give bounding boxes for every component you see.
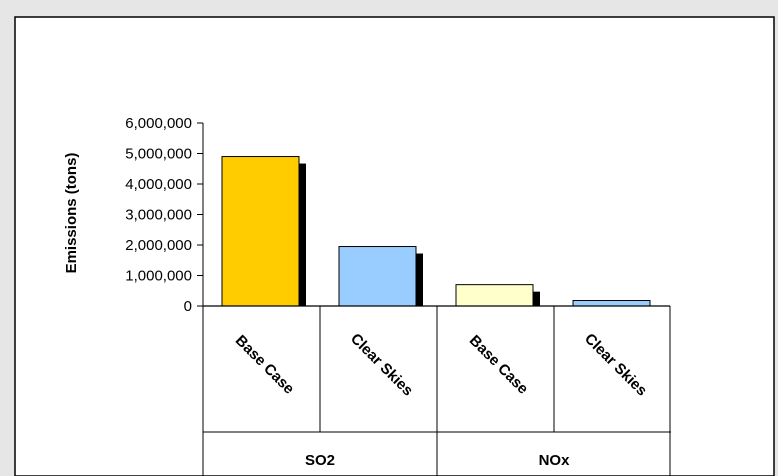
y-tick-label: 0: [184, 298, 192, 315]
bar: [572, 300, 651, 307]
y-tick-label: 3,000,000: [125, 207, 192, 224]
bar: [221, 156, 300, 307]
y-tick-label: 6,000,000: [125, 115, 192, 132]
y-axis-title: Emissions (tons): [63, 153, 80, 274]
bar-shadow: [416, 253, 423, 306]
y-tick-label: 1,000,000: [125, 268, 192, 285]
y-tick-label: 5,000,000: [125, 146, 192, 163]
y-axis-ticks: 0 1,000,000 2,000,000 3,000,000 4,000,000 5,0…: [125, 115, 204, 315]
group-label: NOx: [539, 452, 571, 469]
bars: [203, 156, 670, 307]
bar: [338, 246, 417, 307]
y-tick-label: 2,000,000: [125, 237, 192, 254]
y-tick-label: 4,000,000: [125, 176, 192, 193]
group-label: SO2: [305, 452, 335, 469]
bar-shadow: [533, 291, 540, 306]
bar-shadow: [299, 163, 306, 306]
bar: [455, 284, 534, 307]
